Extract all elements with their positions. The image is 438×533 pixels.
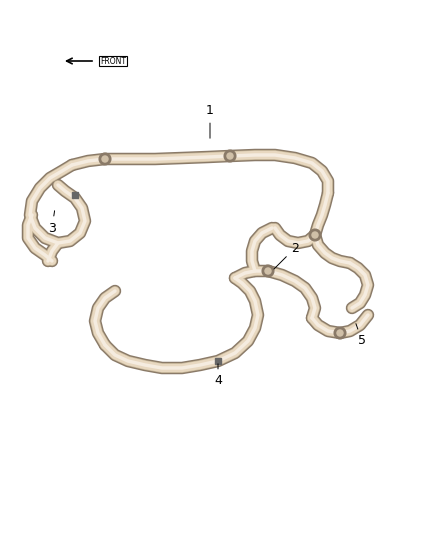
Circle shape <box>99 154 110 165</box>
Circle shape <box>225 150 236 161</box>
Text: 5: 5 <box>356 324 366 348</box>
Circle shape <box>310 230 321 240</box>
Circle shape <box>227 153 233 159</box>
Text: 2: 2 <box>274 241 299 269</box>
Circle shape <box>262 265 273 277</box>
Text: 4: 4 <box>214 364 222 387</box>
Text: 1: 1 <box>206 104 214 138</box>
Circle shape <box>312 232 318 238</box>
Circle shape <box>102 156 108 162</box>
Circle shape <box>265 268 271 274</box>
Text: 3: 3 <box>48 211 56 235</box>
Circle shape <box>335 327 346 338</box>
Circle shape <box>337 330 343 336</box>
Text: FRONT: FRONT <box>100 56 126 66</box>
